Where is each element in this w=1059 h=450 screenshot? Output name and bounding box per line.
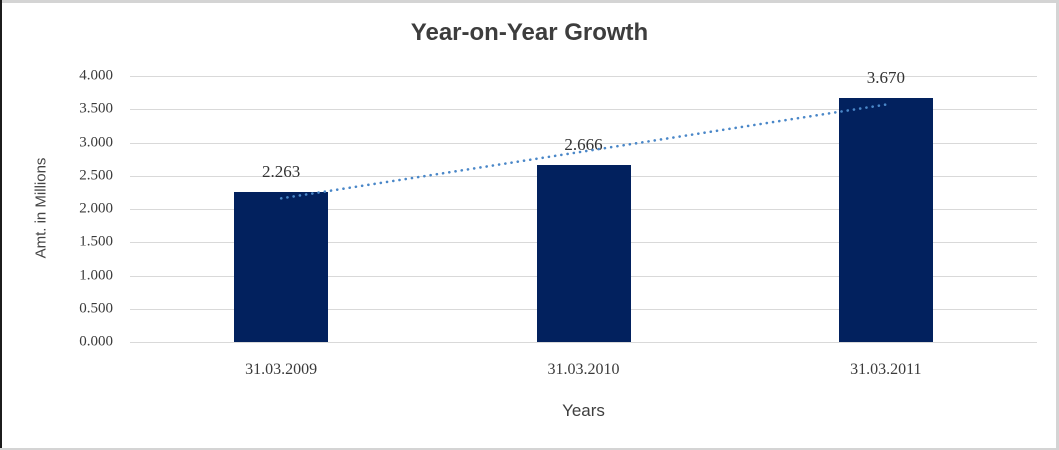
bar-value-label: 2.666 [564,134,603,154]
bar-31.03.2011 [838,97,933,342]
y-tick-label: 2.500 [79,167,113,184]
x-axis-title: Years [562,401,605,420]
gridline [130,76,1037,77]
y-axis-title: Amt. in Millions [32,157,50,259]
x-tick-label: 31.03.2011 [850,361,922,378]
bar-31.03.2009 [234,191,329,342]
frame-border-right [1056,0,1059,450]
y-tick-label: 0.500 [79,300,113,317]
y-tick-label: 0.000 [79,333,113,350]
y-tick-label: 3.500 [79,100,113,117]
gridline [130,342,1037,343]
chart-title: Year-on-Year Growth [410,19,649,46]
frame-border-left [0,0,2,450]
y-tick-label: 2.000 [79,200,113,217]
y-tick-label: 1.000 [79,267,113,283]
bar-31.03.2010 [536,164,631,342]
bar-value-label: 3.670 [866,67,905,87]
bar-value-label: 2.263 [262,161,301,181]
frame-border-bottom [0,448,1059,450]
frame-border-top [0,0,1059,3]
y-tick-label: 4.000 [79,67,113,84]
y-tick-label: 3.000 [79,134,113,150]
y-tick-label: 1.500 [79,233,113,250]
x-tick-label: 31.03.2010 [547,361,620,378]
x-tick-label: 31.03.2009 [245,361,318,378]
